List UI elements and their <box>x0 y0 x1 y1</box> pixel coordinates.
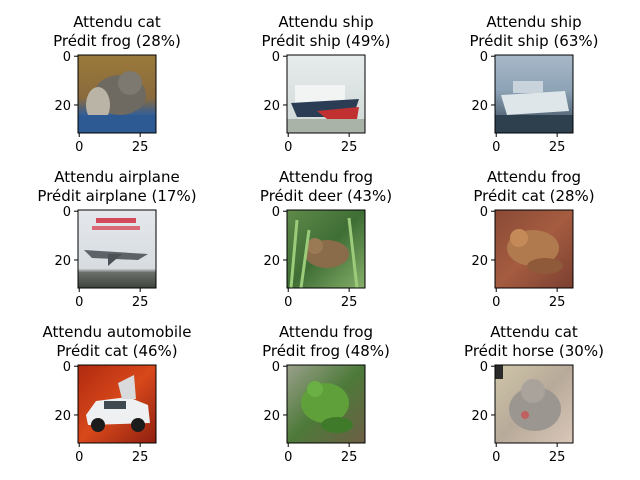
y-tick-label: 20 <box>263 99 280 114</box>
y-tick-label: 20 <box>263 254 280 269</box>
panel-title-expected: Attendu cat <box>73 13 161 31</box>
panel-title-expected: Attendu airplane <box>54 168 179 186</box>
thumbnail-image <box>287 365 365 443</box>
y-tick-label: 0 <box>63 360 71 375</box>
axes-frame <box>77 364 157 444</box>
panel-title-predicted: Prédit horse (30%) <box>464 342 604 360</box>
thumbnail-image <box>287 55 365 133</box>
x-tick-label: 25 <box>341 295 358 310</box>
y-tick-label: 20 <box>54 409 71 424</box>
panel-title-predicted: Prédit cat (46%) <box>56 342 177 360</box>
x-tick-label: 25 <box>341 140 358 155</box>
y-tick-label: 20 <box>263 409 280 424</box>
axes-frame <box>494 364 574 444</box>
panel-title-predicted: Prédit frog (28%) <box>53 32 181 50</box>
y-tick-label: 0 <box>480 205 488 220</box>
panel-title-expected: Attendu frog <box>487 168 581 186</box>
x-tick-label: 0 <box>492 450 500 465</box>
thumbnail-image <box>495 55 573 133</box>
y-tick-label: 20 <box>471 409 488 424</box>
axes-frame <box>77 54 157 134</box>
thumbnail-image <box>78 210 156 288</box>
y-tick-label: 0 <box>63 50 71 65</box>
panel-title-expected: Attendu ship <box>486 13 581 31</box>
y-tick-label: 0 <box>272 360 280 375</box>
y-tick-label: 20 <box>471 254 488 269</box>
thumbnail-image <box>287 210 365 289</box>
y-tick-label: 20 <box>471 99 488 114</box>
y-tick-label: 0 <box>63 205 71 220</box>
thumbnail-image <box>78 365 156 443</box>
thumbnail-image <box>78 55 156 133</box>
panel-title-predicted: Prédit ship (63%) <box>469 32 598 50</box>
panel-title-expected: Attendu cat <box>490 323 578 341</box>
y-tick-label: 20 <box>54 99 71 114</box>
panel-title-predicted: Prédit airplane (17%) <box>37 187 196 205</box>
x-tick-label: 25 <box>341 450 358 465</box>
x-tick-label: 0 <box>492 295 500 310</box>
y-tick-label: 20 <box>54 254 71 269</box>
x-tick-label: 0 <box>492 140 500 155</box>
axes-frame <box>494 209 574 289</box>
y-tick-label: 0 <box>272 205 280 220</box>
axes-frame <box>286 364 366 444</box>
panel-title-predicted: Prédit cat (28%) <box>473 187 594 205</box>
panel-title-predicted: Prédit frog (48%) <box>262 342 390 360</box>
panel-title-expected: Attendu automobile <box>43 323 192 341</box>
thumbnail-image <box>495 365 573 443</box>
x-tick-label: 25 <box>549 450 566 465</box>
panel-title-expected: Attendu frog <box>279 168 373 186</box>
y-tick-label: 0 <box>480 50 488 65</box>
axes-frame <box>286 54 366 134</box>
axes-frame <box>494 54 574 134</box>
x-tick-label: 0 <box>284 450 292 465</box>
panel-title-expected: Attendu ship <box>278 13 373 31</box>
panel-title-expected: Attendu frog <box>279 323 373 341</box>
x-tick-label: 25 <box>132 140 149 155</box>
y-tick-label: 0 <box>480 360 488 375</box>
x-tick-label: 25 <box>549 140 566 155</box>
x-tick-label: 0 <box>75 140 83 155</box>
axes-frame <box>286 209 366 289</box>
axes-frame <box>77 209 157 289</box>
thumbnail-image <box>495 210 573 288</box>
x-tick-label: 25 <box>549 295 566 310</box>
y-tick-label: 0 <box>272 50 280 65</box>
x-tick-label: 0 <box>284 140 292 155</box>
x-tick-label: 0 <box>75 295 83 310</box>
panel-title-predicted: Prédit deer (43%) <box>260 187 392 205</box>
x-tick-label: 25 <box>132 295 149 310</box>
x-tick-label: 25 <box>132 450 149 465</box>
x-tick-label: 0 <box>75 450 83 465</box>
x-tick-label: 0 <box>284 295 292 310</box>
panel-title-predicted: Prédit ship (49%) <box>261 32 390 50</box>
